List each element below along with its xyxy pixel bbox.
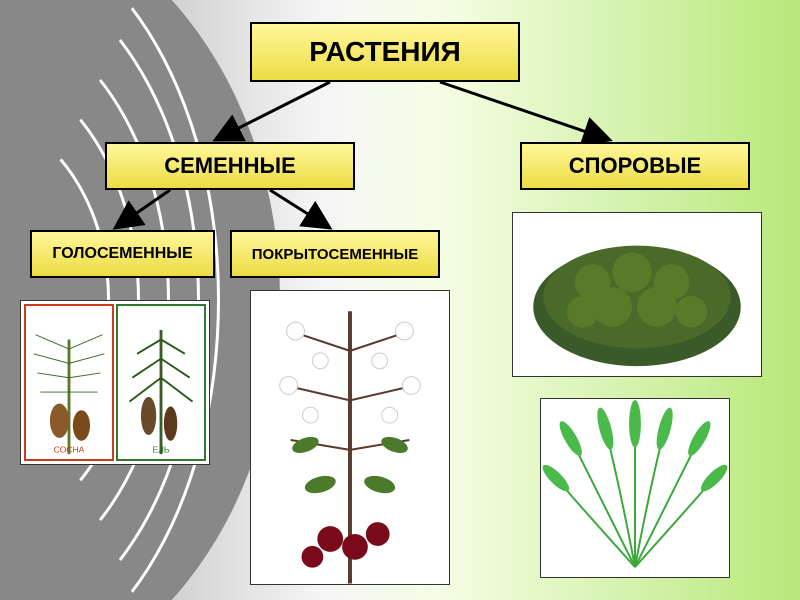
fern-icon — [541, 399, 729, 577]
image-pine: СОСНА — [24, 304, 114, 461]
cherry-icon — [251, 291, 449, 584]
node-spore-label: СПОРОВЫЕ — [569, 153, 701, 179]
node-root-label: РАСТЕНИЯ — [309, 36, 461, 68]
node-gymno-label: ГОЛОСЕМЕННЫЕ — [52, 245, 192, 263]
image-angiosperms — [250, 290, 450, 585]
node-root: РАСТЕНИЯ — [250, 22, 520, 82]
image-fern — [540, 398, 730, 578]
node-seed: СЕМЕННЫЕ — [105, 142, 355, 190]
image-spruce: ЕЛЬ — [116, 304, 206, 461]
node-spore: СПОРОВЫЕ — [520, 142, 750, 190]
spruce-icon: ЕЛЬ — [118, 306, 204, 459]
image-moss — [512, 212, 762, 377]
node-gymno: ГОЛОСЕМЕННЫЕ — [30, 230, 215, 278]
spruce-caption: ЕЛЬ — [152, 444, 169, 454]
pine-icon: СОСНА — [26, 306, 112, 459]
pine-caption: СОСНА — [54, 444, 85, 454]
node-angio-label: ПОКРЫТОСЕМЕННЫЕ — [252, 246, 418, 263]
moss-icon — [513, 213, 761, 376]
node-angio: ПОКРЫТОСЕМЕННЫЕ — [230, 230, 440, 278]
image-gymnosperms: СОСНА ЕЛЬ — [20, 300, 210, 465]
node-seed-label: СЕМЕННЫЕ — [164, 153, 296, 179]
